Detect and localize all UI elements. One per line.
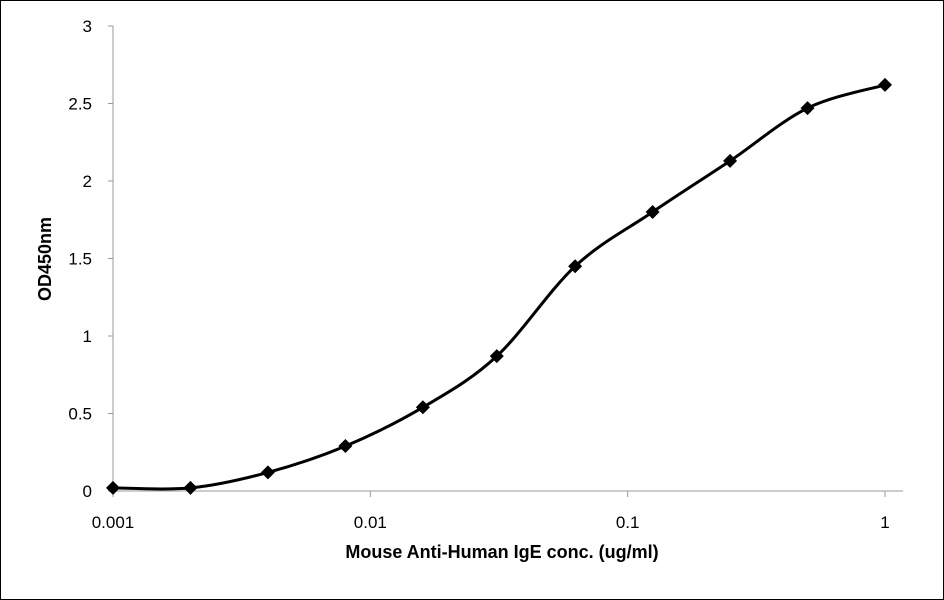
data-point-marker xyxy=(878,77,892,92)
y-tick-label: 3 xyxy=(83,17,92,36)
x-axis-title: Mouse Anti-Human IgE conc. (ug/ml) xyxy=(345,542,658,562)
x-tick-labels: 0.001 0.01 0.1 1 xyxy=(92,513,890,532)
series-line xyxy=(112,83,886,491)
data-point-marker xyxy=(489,349,504,364)
axes xyxy=(108,25,903,497)
y-axis-title: OD450nm xyxy=(35,217,55,301)
data-point-marker xyxy=(568,259,583,274)
data-point-marker xyxy=(415,400,430,415)
y-tick-labels: 0 0.5 1 1.5 2 2.5 3 xyxy=(68,17,92,501)
x-tick-label: 0.01 xyxy=(354,513,387,532)
data-point-marker xyxy=(338,439,353,454)
y-tick-label: 0.5 xyxy=(68,405,92,424)
y-tick-label: 1.5 xyxy=(68,250,92,269)
y-tick-label: 0 xyxy=(83,482,92,501)
data-point-marker xyxy=(645,205,660,219)
y-tick-label: 1 xyxy=(83,327,92,346)
series-layer xyxy=(106,77,892,495)
y-tick-label: 2 xyxy=(83,172,92,191)
data-point-marker xyxy=(800,101,815,116)
data-point-marker xyxy=(106,480,120,495)
data-point-marker xyxy=(260,465,275,480)
x-tick-label: 0.001 xyxy=(92,513,135,532)
data-point-marker xyxy=(723,153,738,168)
x-tick-label: 0.1 xyxy=(616,513,640,532)
x-tick-label: 1 xyxy=(880,513,889,532)
data-point-marker xyxy=(183,480,198,495)
y-tick-label: 2.5 xyxy=(68,95,92,114)
